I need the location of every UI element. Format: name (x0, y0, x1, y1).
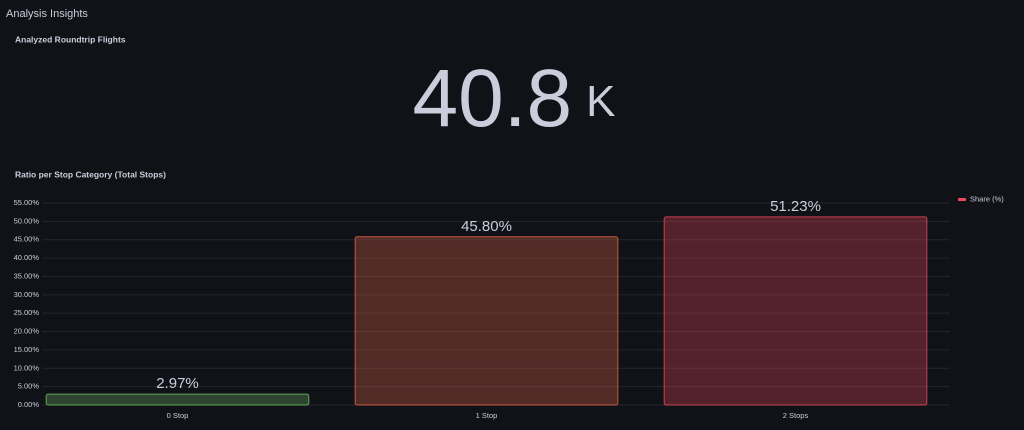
y-tick-label: 10.00% (14, 363, 40, 372)
y-tick-label: 30.00% (14, 290, 40, 299)
y-tick-label: 55.00% (14, 198, 40, 207)
x-tick-label: 0 Stop (167, 411, 189, 420)
stat-unit: K (586, 77, 615, 126)
y-tick-label: 50.00% (14, 216, 40, 225)
panel-title: Analyzed Roundtrip Flights (15, 34, 126, 44)
legend-swatch (958, 198, 966, 201)
y-tick-label: 35.00% (14, 271, 40, 280)
bar (663, 216, 928, 406)
y-tick-label: 20.00% (14, 327, 40, 336)
y-tick-label: 15.00% (14, 345, 40, 354)
y-tick-label: 25.00% (14, 308, 40, 317)
stat-number: 40.8 (413, 53, 573, 144)
y-tick-label: 5.00% (18, 382, 40, 391)
dashboard-title: Analysis Insights (6, 8, 88, 20)
data-label: 45.80% (461, 218, 512, 235)
chart-title: Ratio per Stop Category (Total Stops) (15, 169, 166, 179)
y-tick-label: 0.00% (18, 400, 40, 409)
data-label: 2.97% (156, 375, 199, 392)
y-tick-label: 40.00% (14, 253, 40, 262)
bar (45, 393, 310, 406)
x-tick-label: 1 Stop (476, 411, 498, 420)
legend-label: Share (%) (970, 194, 1004, 203)
stat-value: 40.8 K (413, 53, 616, 144)
y-tick-label: 45.00% (14, 235, 40, 244)
bar (354, 236, 619, 406)
data-label: 51.23% (770, 198, 821, 215)
x-tick-label: 2 Stops (783, 411, 809, 420)
